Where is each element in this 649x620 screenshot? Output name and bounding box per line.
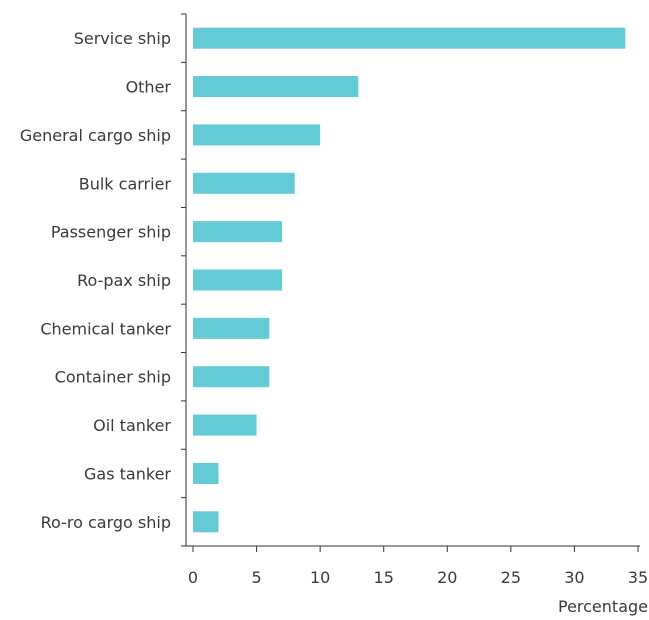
- bar: [193, 414, 257, 436]
- bar: [193, 221, 282, 243]
- bar: [193, 317, 270, 339]
- x-tick-label: 35: [628, 568, 648, 587]
- category-label: Ro-ro cargo ship: [41, 513, 171, 532]
- x-axis-title: Percentage: [558, 597, 648, 616]
- x-tick-label: 5: [251, 568, 261, 587]
- bar: [193, 511, 219, 533]
- category-label: Ro-pax ship: [77, 271, 171, 290]
- category-label: Bulk carrier: [79, 174, 172, 193]
- bar: [193, 124, 321, 146]
- bar: [193, 269, 282, 291]
- x-tick-label: 15: [374, 568, 394, 587]
- category-label: Passenger ship: [51, 223, 171, 242]
- bar: [193, 76, 359, 98]
- category-label: Oil tanker: [93, 416, 171, 435]
- category-label: Service ship: [74, 29, 171, 48]
- x-tick-label: 0: [188, 568, 198, 587]
- category-label: Container ship: [55, 368, 171, 387]
- x-tick-label: 30: [564, 568, 584, 587]
- category-label: General cargo ship: [20, 126, 171, 145]
- axes-layer: [181, 13, 640, 552]
- bar: [193, 366, 270, 388]
- category-label: Chemical tanker: [40, 319, 171, 338]
- labels-layer: Service ship Other General cargo ship Bulk …: [20, 29, 648, 587]
- x-tick-label: 25: [501, 568, 521, 587]
- category-label: Other: [126, 78, 172, 97]
- bar: [193, 27, 626, 49]
- bar: [193, 172, 295, 194]
- bars-layer: [193, 27, 626, 533]
- bar: [193, 462, 219, 484]
- x-tick-label: 10: [310, 568, 330, 587]
- category-label: Gas tanker: [84, 464, 171, 483]
- x-tick-label: 20: [437, 568, 457, 587]
